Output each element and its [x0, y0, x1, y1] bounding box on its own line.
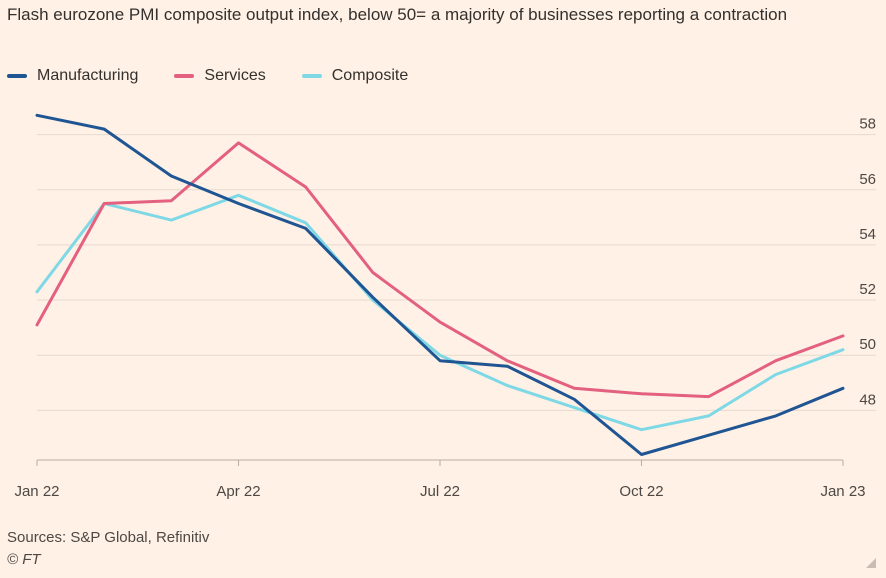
series-line-composite	[35, 193, 845, 432]
y-tick-label-58: 58	[859, 116, 876, 133]
series-line-services	[35, 141, 845, 399]
legend-label-composite: Composite	[331, 67, 409, 84]
legend-label-manufacturing: Manufacturing	[37, 67, 139, 84]
resize-handle-icon[interactable]	[866, 558, 876, 568]
chart-title: Flash eurozone PMI composite output inde…	[7, 5, 788, 24]
x-tick-label-oct-22: Oct 22	[619, 483, 663, 500]
y-tick-label-56: 56	[859, 171, 876, 188]
y-tick-label-50: 50	[859, 336, 876, 353]
legend-label-services: Services	[204, 67, 266, 84]
series-layer	[35, 113, 845, 456]
y-tick-label-52: 52	[859, 281, 876, 298]
x-axis	[36, 459, 844, 466]
y-tick-label-54: 54	[859, 226, 876, 243]
legend-swatch-services	[174, 74, 195, 78]
x-tick-label-jul-22: Jul 22	[420, 483, 460, 500]
source-note: Sources: S&P Global, Refinitiv	[7, 529, 210, 546]
legend-item-manufacturing: Manufacturing	[7, 67, 138, 85]
chart-legend: Manufacturing Services Composite	[7, 64, 444, 88]
copyright-note: © FT	[7, 551, 41, 568]
legend-swatch-composite	[301, 74, 322, 78]
x-tick-label-apr-22: Apr 22	[216, 483, 260, 500]
x-tick-label-jan-23: Jan 23	[820, 483, 865, 500]
legend-item-services: Services	[174, 67, 266, 85]
x-tick-label-jan-22: Jan 22	[14, 483, 59, 500]
y-tick-label-48: 48	[859, 391, 876, 408]
series-line-manufacturing	[35, 113, 845, 456]
legend-item-composite: Composite	[301, 67, 409, 85]
legend-swatch-manufacturing	[7, 74, 27, 78]
tick-label-layer: 48 50 52 54 56 58 Jan 22 Apr 22 Jul 22 Oct 22 Jan …	[14, 116, 876, 500]
grid-layer	[37, 134, 876, 411]
